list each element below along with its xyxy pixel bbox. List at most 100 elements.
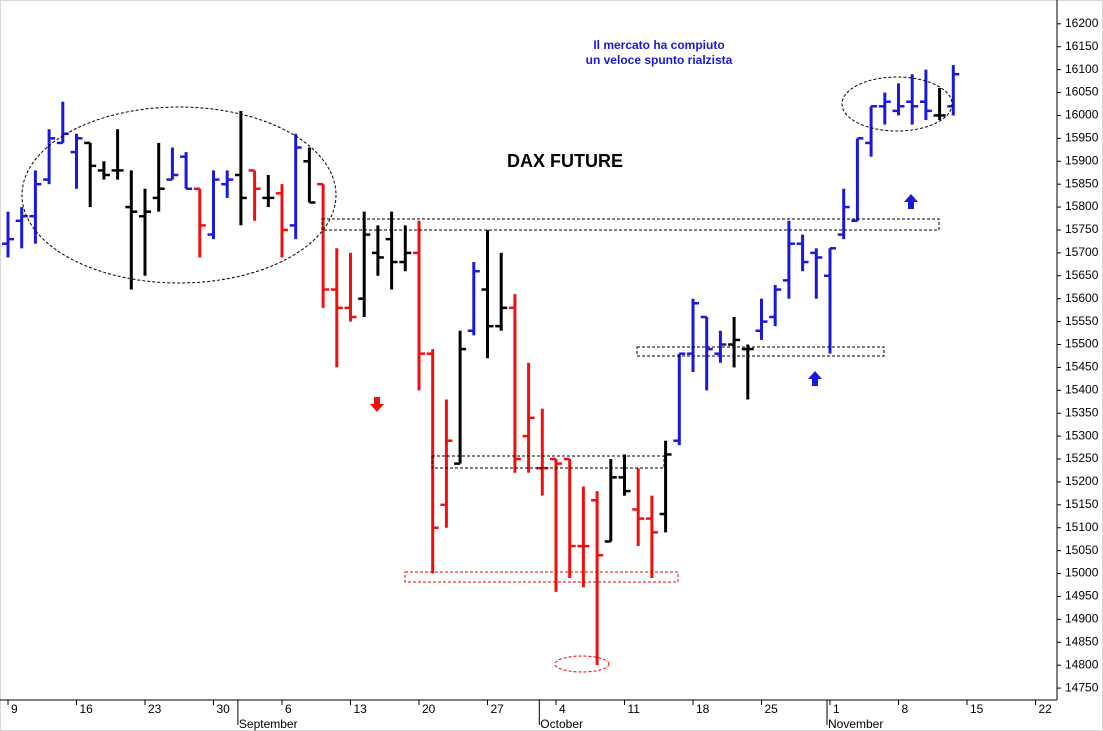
x-tick-label: 22	[1039, 702, 1053, 716]
ohlc-bar	[467, 262, 480, 336]
y-tick-label: 15850	[1065, 176, 1099, 190]
ohlc-bar	[906, 74, 919, 125]
ohlc-bar	[659, 440, 672, 533]
ohlc-bar	[563, 457, 576, 579]
y-tick-label: 14950	[1065, 589, 1099, 603]
x-tick-label: 25	[765, 702, 779, 716]
ohlc-bar	[481, 229, 494, 359]
y-tick-label: 16200	[1065, 16, 1099, 30]
ohlc-bar	[70, 133, 83, 189]
ohlc-bar	[591, 491, 604, 666]
ohlc-bar	[303, 147, 316, 204]
annotation: Il mercato ha compiuto	[593, 38, 724, 52]
ohlc-bar	[125, 170, 138, 290]
ohlc-bar	[728, 317, 741, 368]
ohlc-bar	[673, 352, 686, 446]
y-tick-label: 14750	[1065, 680, 1099, 694]
ohlc-bar	[632, 468, 645, 547]
x-tick-label: 6	[285, 702, 292, 716]
x-tick-label: 4	[559, 702, 566, 716]
zone	[636, 346, 885, 357]
y-tick-label: 15450	[1065, 360, 1099, 374]
y-tick-label: 15700	[1065, 245, 1099, 259]
ohlc-bar	[892, 83, 905, 116]
ellipse	[21, 106, 337, 284]
ohlc-bar	[454, 330, 467, 465]
ohlc-bar	[111, 129, 124, 180]
y-tick-label: 16150	[1065, 39, 1099, 53]
x-tick-label: 27	[491, 702, 505, 716]
ohlc-bar	[43, 129, 56, 185]
ohlc-bar	[851, 137, 864, 223]
y-tick-label: 15000	[1065, 566, 1099, 580]
y-tick-label: 16050	[1065, 85, 1099, 99]
month-label: October	[540, 717, 583, 731]
y-tick-label: 15250	[1065, 451, 1099, 465]
ohlc-bar	[84, 141, 97, 208]
ohlc-bar	[207, 170, 220, 240]
ohlc-bar	[399, 225, 412, 272]
ellipse	[841, 76, 953, 132]
ohlc-bar	[289, 133, 302, 240]
ohlc-bar	[248, 169, 261, 221]
ohlc-bar	[700, 315, 713, 391]
y-tick-label: 16100	[1065, 62, 1099, 76]
ohlc-bar	[139, 188, 151, 276]
y-tick-label: 15300	[1065, 428, 1099, 442]
plot-area	[2, 65, 960, 666]
ohlc-bar	[522, 362, 535, 473]
y-tick-label: 14800	[1065, 657, 1099, 671]
ohlc-bar	[824, 247, 836, 354]
y-tick-label: 15350	[1065, 405, 1099, 419]
ohlc-bar	[755, 298, 768, 340]
ohlc-bar	[2, 211, 14, 258]
ohlc-bar	[550, 457, 562, 592]
x-tick-label: 23	[148, 702, 162, 716]
y-tick-label: 15900	[1065, 153, 1099, 167]
ohlc-bar	[221, 170, 234, 198]
y-tick-label: 15200	[1065, 474, 1099, 488]
ohlc-bar	[180, 152, 193, 190]
ohlc-bar	[330, 248, 343, 368]
ohlc-bar	[344, 252, 357, 322]
month-label: September	[239, 717, 298, 731]
ohlc-bar	[166, 147, 179, 181]
ohlc-bar	[645, 495, 658, 579]
ohlc-bar	[262, 175, 275, 208]
ohlc-bar	[234, 110, 247, 226]
x-tick-label: 20	[422, 702, 436, 716]
y-tick-label: 15800	[1065, 199, 1099, 213]
ohlc-bar	[358, 211, 371, 318]
ohlc-bar	[508, 294, 521, 473]
ohlc-bar	[413, 220, 425, 391]
y-tick-label: 14850	[1065, 634, 1099, 648]
ohlc-bar	[577, 486, 590, 588]
y-tick-label: 15150	[1065, 497, 1099, 511]
chart-title: DAX FUTURE	[507, 151, 623, 171]
y-tick-label: 15100	[1065, 520, 1099, 534]
ohlc-bar	[769, 284, 782, 327]
ohlc-bar	[796, 234, 809, 272]
ohlc-bar	[440, 399, 453, 528]
x-tick-label: 30	[217, 702, 231, 716]
ohlc-bar	[152, 142, 165, 212]
ohlc-bar	[878, 92, 891, 125]
y-tick-label: 15500	[1065, 337, 1099, 351]
x-tick-label: 18	[696, 702, 710, 716]
x-tick-label: 8	[902, 702, 909, 716]
ohlc-bar	[426, 349, 439, 574]
x-tick-label: 11	[628, 702, 641, 716]
arrow-up	[904, 194, 918, 209]
x-tick-label: 16	[80, 702, 94, 716]
ohlc-bar	[919, 69, 932, 121]
ohlc-bar	[687, 298, 699, 372]
ohlc-bar	[371, 225, 384, 276]
ohlc-bar	[385, 211, 398, 290]
y-tick-label: 15950	[1065, 131, 1099, 145]
x-tick-label: 9	[11, 702, 18, 716]
ohlc-bar	[933, 87, 946, 121]
ohlc-bar	[714, 330, 727, 363]
